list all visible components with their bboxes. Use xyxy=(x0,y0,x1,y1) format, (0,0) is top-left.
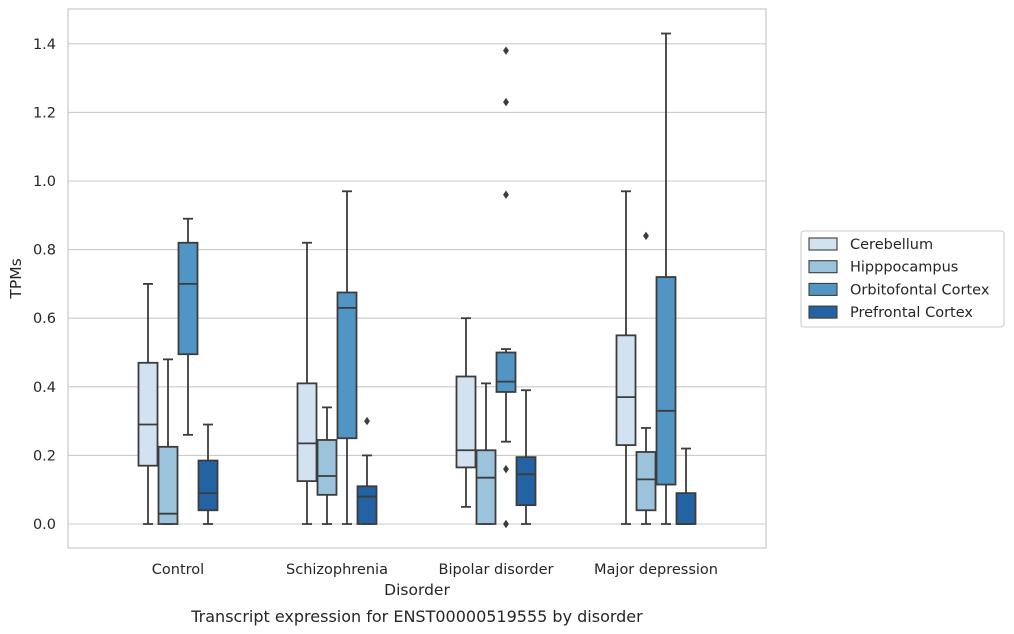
legend-swatch xyxy=(808,237,838,251)
y-tick-label: 1.2 xyxy=(33,105,56,121)
y-tick-label: 0.8 xyxy=(33,243,56,259)
box-cerebellum xyxy=(296,241,318,525)
outlier-point xyxy=(503,46,509,55)
x-tick-label: Bipolar disorder xyxy=(439,562,554,578)
outlier-point xyxy=(503,97,509,107)
legend: Cerebellum Hipppocampus Orbitofontal Corte… xyxy=(800,230,1005,328)
legend-item: Orbitofontal Cortex xyxy=(808,282,990,298)
iqr-box xyxy=(615,334,637,447)
y-tick-label: 0.2 xyxy=(33,448,56,464)
legend-item: Prefrontal Cortex xyxy=(808,305,973,321)
plot-area-frame xyxy=(67,8,767,549)
legend-frame xyxy=(800,230,1005,328)
y-tick-label: 0.6 xyxy=(33,311,56,327)
iqr-box xyxy=(316,439,338,496)
outlier-point xyxy=(503,190,509,199)
x-axis-ticks: Control Schizophrenia Bipolar disorder Majo… xyxy=(152,562,718,578)
y-axis-ticks: 0.0 0.2 0.4 0.6 0.8 1.0 1.2 1.4 xyxy=(33,37,56,533)
x-tick-label: Schizophrenia xyxy=(286,562,388,578)
x-tick-label: Control xyxy=(152,562,204,578)
iqr-box xyxy=(495,351,517,393)
box-cerebellum xyxy=(455,317,477,508)
y-tick-label: 0.0 xyxy=(33,517,56,533)
iqr-box xyxy=(137,361,159,467)
box-hipppocampus xyxy=(316,406,338,525)
legend-label: Orbitofontal Cortex xyxy=(850,282,990,298)
legend-swatch xyxy=(808,305,838,319)
legend-label: Prefrontal Cortex xyxy=(850,305,973,321)
box-hipppocampus xyxy=(475,382,497,525)
iqr-box xyxy=(475,449,497,525)
iqr-box xyxy=(455,375,477,469)
y-tick-label: 1.0 xyxy=(33,174,56,190)
outlier-point xyxy=(503,464,509,474)
iqr-box xyxy=(515,456,537,507)
box-cerebellum xyxy=(615,190,637,525)
box-prefrontal-cortex xyxy=(197,423,219,525)
box-prefrontal-cortex xyxy=(356,416,378,525)
y-tick-label: 1.4 xyxy=(33,37,56,53)
y-tick-label: 0.4 xyxy=(33,380,56,396)
x-axis-label: Disorder xyxy=(384,581,450,599)
box-orbitofontal-cortex xyxy=(495,46,517,529)
legend-swatch xyxy=(808,260,838,274)
iqr-box xyxy=(675,492,697,525)
box-hipppocampus xyxy=(157,358,179,525)
chart-caption: Transcript expression for ENST0000051955… xyxy=(190,607,643,626)
box-prefrontal-cortex xyxy=(675,447,697,525)
box-orbitofontal-cortex xyxy=(655,32,677,525)
legend-label: Cerebellum xyxy=(850,237,933,253)
box-orbitofontal-cortex xyxy=(336,190,358,525)
iqr-box xyxy=(336,291,358,440)
outlier-point xyxy=(643,231,649,241)
outlier-point xyxy=(364,416,370,426)
y-axis-label: TPMs xyxy=(7,258,25,299)
x-tick-label: Major depression xyxy=(594,562,718,578)
boxes xyxy=(137,32,697,529)
box-cerebellum xyxy=(137,282,159,525)
iqr-box xyxy=(356,485,378,525)
outlier-point xyxy=(503,519,509,529)
iqr-box xyxy=(177,241,199,356)
box-prefrontal-cortex xyxy=(515,389,537,525)
legend-item: Cerebellum xyxy=(808,237,933,253)
box-hipppocampus xyxy=(635,231,657,525)
iqr-box xyxy=(635,451,657,512)
legend-item: Hipppocampus xyxy=(808,260,958,276)
iqr-box xyxy=(655,276,677,486)
iqr-box xyxy=(157,445,179,525)
iqr-box xyxy=(197,459,219,512)
legend-swatch xyxy=(808,282,838,296)
iqr-box xyxy=(296,382,318,483)
legend-label: Hipppocampus xyxy=(850,260,958,276)
box-orbitofontal-cortex xyxy=(177,217,199,436)
